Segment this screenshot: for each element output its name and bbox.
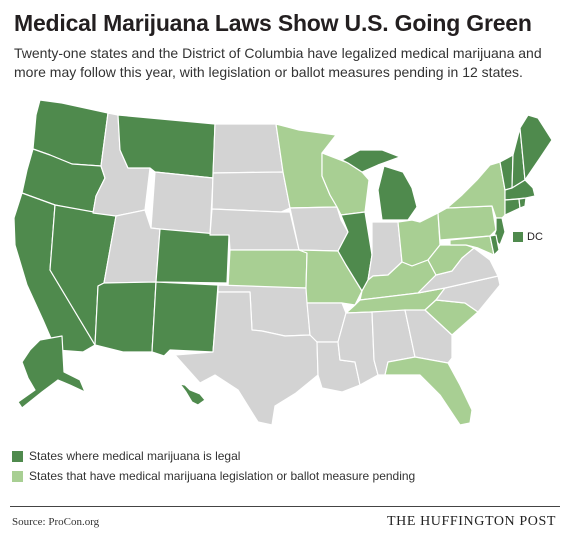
- state-alaska: [17, 335, 86, 409]
- state-iowa: [289, 206, 349, 252]
- legend-swatch-legal: [12, 450, 23, 462]
- state-new-mexico: [151, 281, 219, 357]
- us-map: [13, 99, 553, 426]
- footer-divider: [10, 506, 560, 507]
- state-west-virginia: [427, 244, 475, 276]
- state-michigan-upper: [341, 149, 401, 173]
- state-montana: [117, 114, 216, 179]
- state-delaware: [489, 234, 500, 256]
- state-maine: [519, 114, 553, 181]
- page-subtitle: Twenty-one states and the District of Co…: [14, 45, 542, 80]
- legend-label-pending: States that have medical marijuana legis…: [29, 469, 416, 483]
- source-credit: Source: ProCon.org: [12, 516, 100, 528]
- state-north-dakota: [212, 123, 284, 174]
- state-florida: [384, 356, 473, 426]
- state-pennsylvania: [437, 205, 497, 241]
- legend-item-legal: States where medical marijuana is legal: [12, 446, 552, 466]
- dc-label: DC: [527, 231, 543, 243]
- page-title: Medical Marijuana Laws Show U.S. Going G…: [14, 10, 532, 36]
- dc-swatch: [513, 232, 523, 242]
- legend-label-legal: States where medical marijuana is legal: [29, 449, 241, 463]
- legend: States where medical marijuana is legal …: [12, 446, 552, 486]
- state-colorado: [155, 228, 230, 284]
- legend-item-pending: States that have medical marijuana legis…: [12, 466, 552, 486]
- dc-key: DC: [513, 231, 543, 243]
- state-arizona: [94, 281, 157, 353]
- state-wyoming: [150, 171, 214, 236]
- state-texas: [174, 291, 319, 426]
- state-south-dakota: [211, 171, 291, 213]
- state-hawaii: [179, 383, 206, 406]
- state-connecticut: [504, 198, 521, 216]
- state-rhode-island: [518, 197, 527, 209]
- state-kansas: [227, 249, 308, 289]
- publisher-logo: THE HUFFINGTON POST: [386, 514, 556, 529]
- state-michigan: [377, 165, 418, 221]
- legend-swatch-pending: [12, 470, 23, 482]
